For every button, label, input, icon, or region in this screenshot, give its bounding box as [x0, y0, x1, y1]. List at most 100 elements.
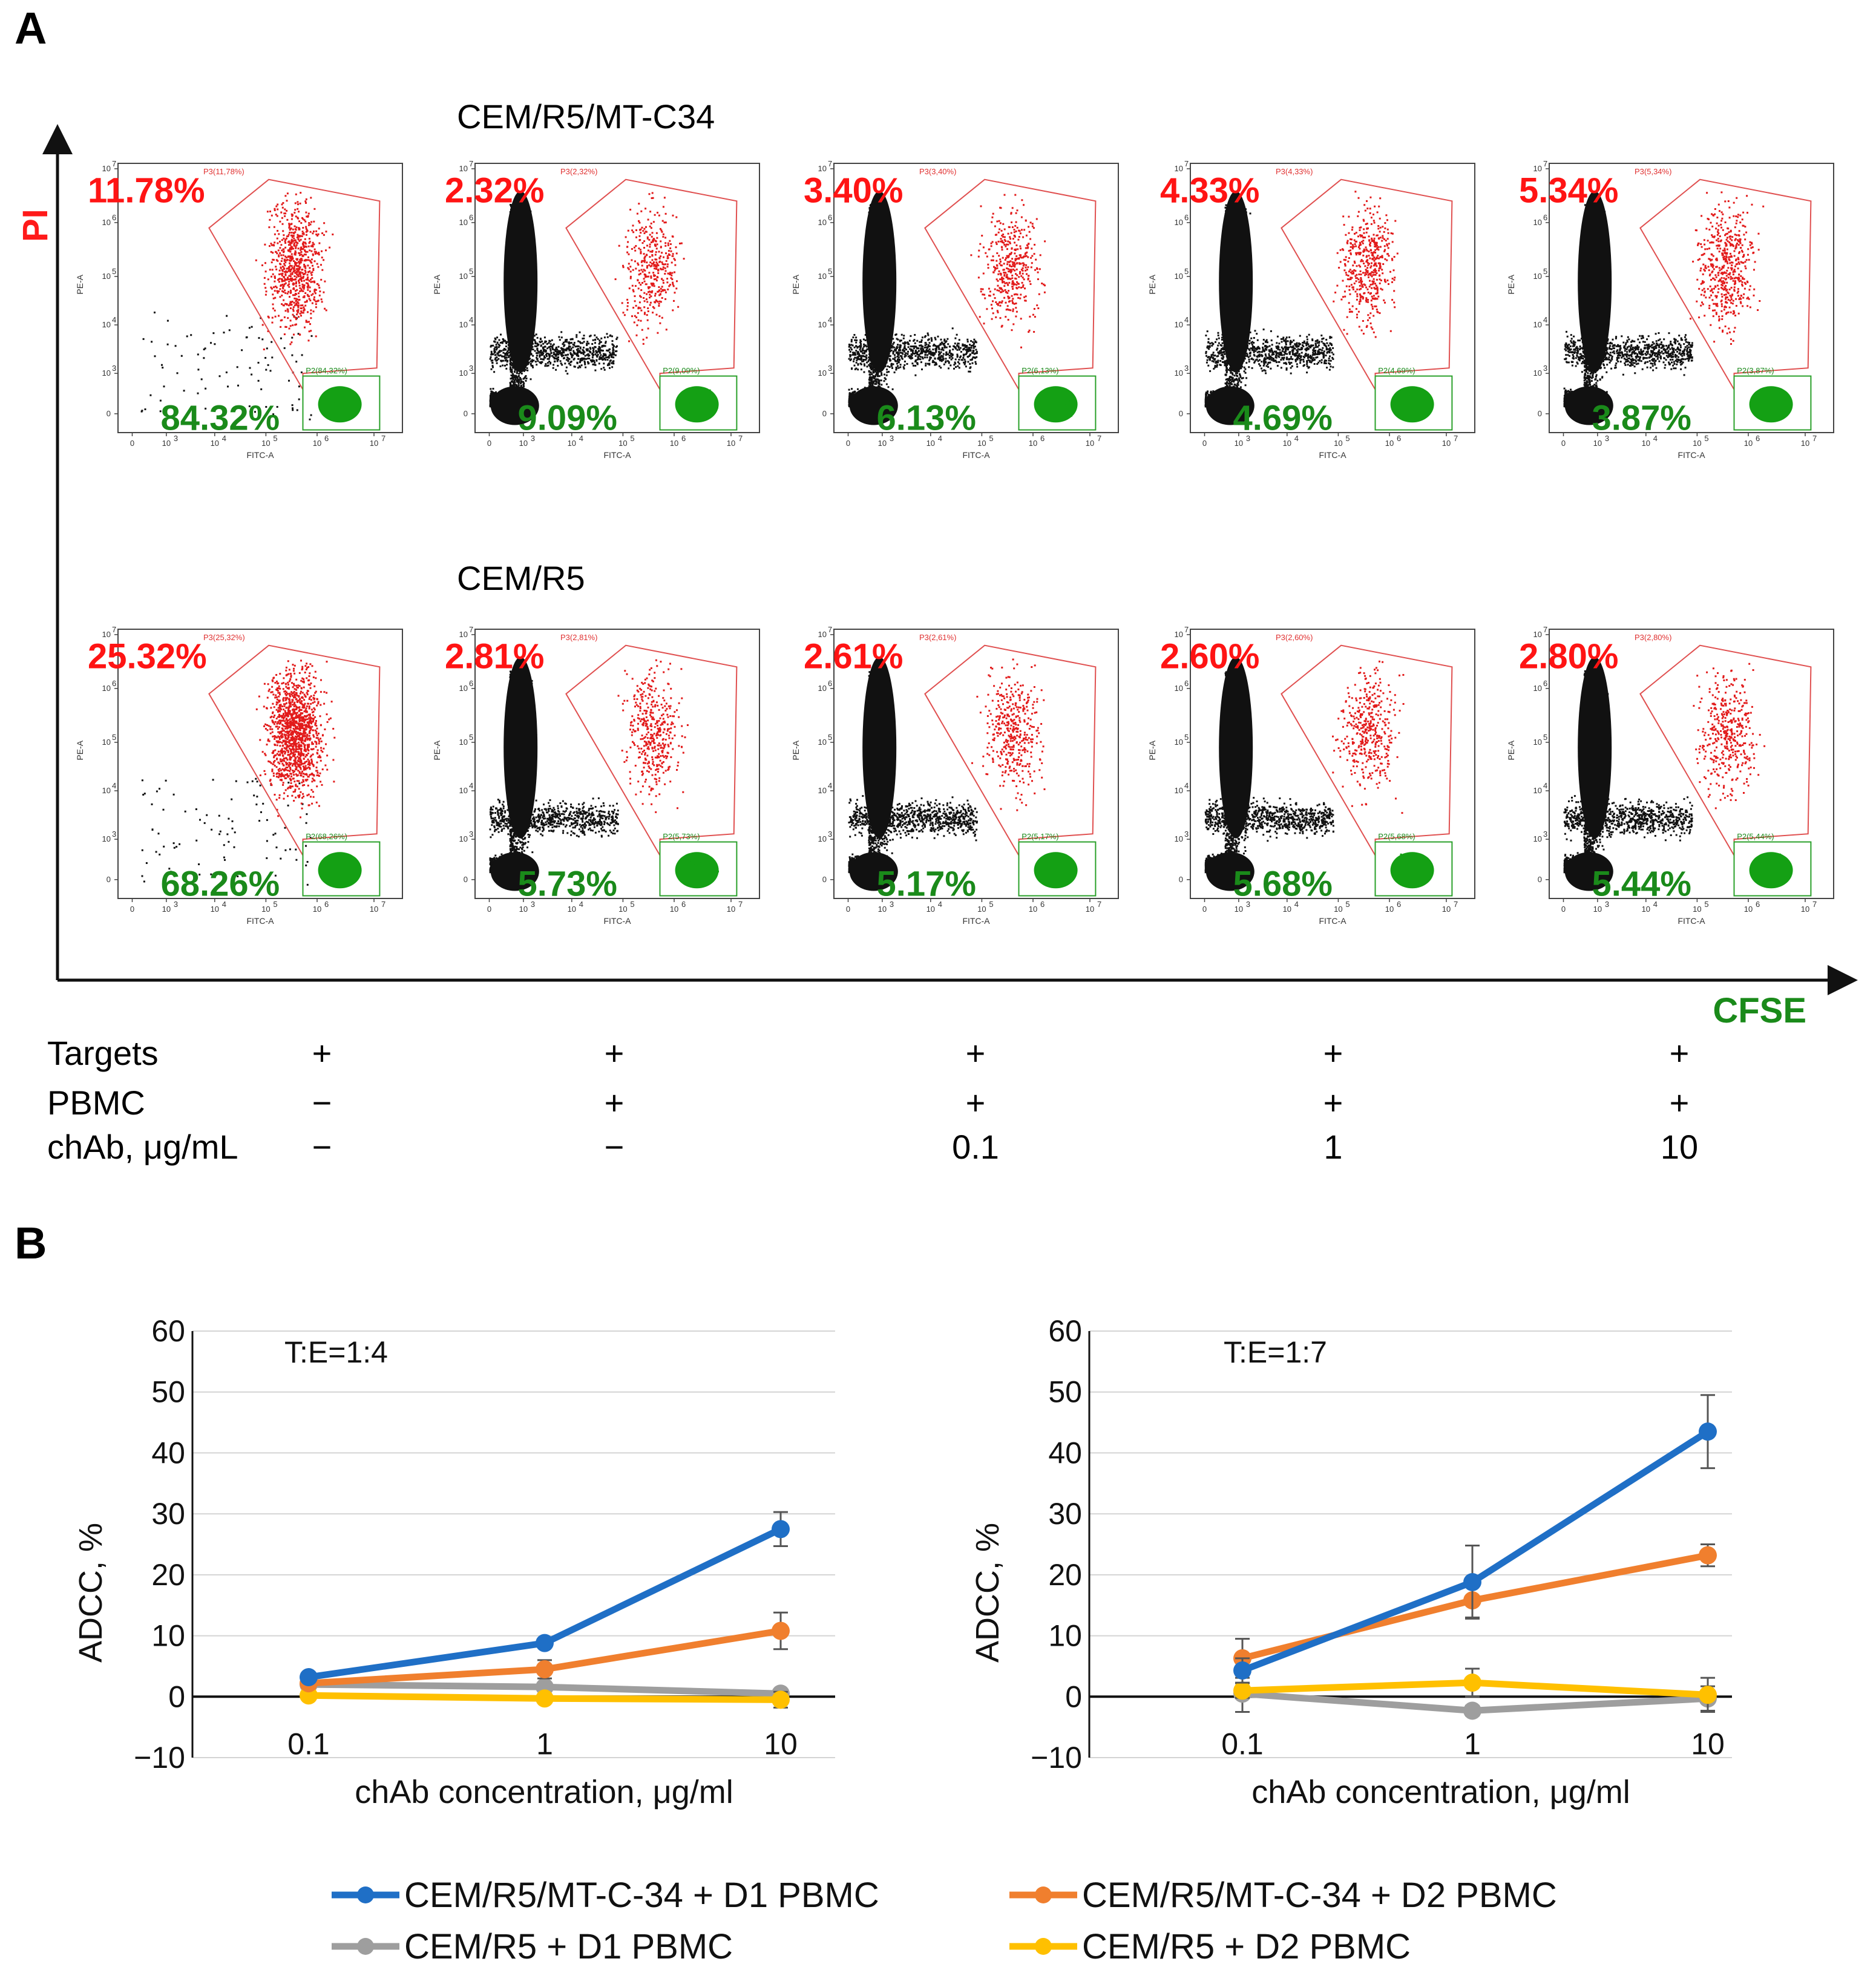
flow-x-tick-label: 10: [162, 905, 171, 914]
flow-y-tick-label: 10: [818, 272, 827, 281]
flow-x-tick-label: 0: [1561, 905, 1566, 914]
live-percent-label: 5.73%: [518, 865, 617, 904]
live-target-dots: [323, 855, 358, 885]
flow-y-axis-label: PE-A: [1147, 740, 1157, 760]
series-4: [1233, 1667, 1717, 1713]
flow-x-tick-exp: 5: [630, 434, 634, 443]
live-target-dots: [677, 852, 719, 886]
flow-y-tick-exp: 6: [112, 679, 116, 688]
dead-percent-label: 5.34%: [1519, 171, 1618, 211]
dead-percent-label: 25.32%: [88, 637, 207, 676]
p2-gate-label: P2(3,87%): [1737, 366, 1774, 375]
conditions-table: Targets PBMC chAb, μg/mL + − − + + − + +…: [47, 1034, 1698, 1166]
flow-dots: [140, 192, 362, 423]
flow-x-tick-exp: 7: [1454, 434, 1458, 443]
flow-x-tick-label: 10: [211, 905, 219, 914]
p2-gate: [1733, 841, 1812, 897]
flow-y-tick-label: 10: [459, 684, 468, 693]
y-tick-label: −10: [134, 1741, 185, 1775]
flow-y-tick-exp: 3: [1543, 829, 1547, 839]
cond-cell: +: [1670, 1034, 1690, 1072]
flow-y-axis-label: PE-A: [432, 740, 442, 760]
flow-y-tick-exp: 4: [1184, 315, 1189, 324]
dead-target-dots: [971, 658, 1046, 811]
series-2: [300, 1611, 790, 1693]
live-percent-label: 6.13%: [877, 399, 976, 438]
flow-x-tick-exp: 6: [1397, 434, 1401, 443]
flow-x-tick-exp: 5: [1704, 900, 1708, 909]
flow-x-tick-exp: 3: [531, 434, 535, 443]
flow-y-tick-label: 10: [1175, 834, 1183, 843]
flow-x-tick-exp: 5: [630, 900, 634, 909]
adcc-chart: −10 0 10 20 30 40 50 60 0.1 1 10 T:E=1:7 chAb concen…: [969, 1314, 1732, 1810]
flow-x-tick-exp: 4: [1653, 434, 1658, 443]
panel-label-b: B: [15, 1218, 47, 1268]
flow-y-tick-label: 10: [1533, 738, 1542, 747]
flow-y-tick-label: 0: [1538, 875, 1542, 884]
flow-y-tick-label: 10: [1175, 786, 1183, 795]
flow-y-tick-exp: 6: [828, 679, 832, 688]
flow-dots: [489, 656, 719, 891]
flow-x-tick-label: 0: [487, 905, 491, 914]
data-point: [1463, 1701, 1481, 1720]
flow-plot-frame: [1549, 163, 1834, 433]
flow-x-tick-exp: 4: [579, 434, 583, 443]
dead-percent-label: 2.80%: [1519, 637, 1618, 676]
adcc-chart: −10 0 10 20 30 40 50 60 0.1 1 10 T:E=1:4 chAb concen…: [73, 1314, 835, 1810]
flow-x-tick-exp: 5: [1345, 434, 1350, 443]
flow-y-tick-label: 10: [818, 218, 827, 227]
flow-y-tick-label: 10: [818, 834, 827, 843]
flow-y-tick-label: 10: [1533, 786, 1542, 795]
p3-gate-label: P3(2,80%): [1635, 633, 1671, 642]
flow-y-tick-exp: 7: [469, 625, 473, 634]
flow-x-tick-label: 10: [1442, 905, 1451, 914]
flow-plot-frame: [1190, 163, 1475, 433]
legend-label: CEM/R5 + D2 PBMC: [1082, 1927, 1411, 1966]
dead-target-dots: [1693, 663, 1766, 810]
flow-x-tick-label: 10: [1086, 905, 1094, 914]
data-point: [1463, 1674, 1481, 1692]
flow-y-tick-label: 10: [459, 368, 468, 378]
x-axis-title: chAb concentration, μg/ml: [355, 1774, 733, 1810]
flow-x-tick-exp: 3: [174, 900, 178, 909]
flow-x-tick-label: 10: [313, 439, 321, 448]
flow-y-tick-exp: 7: [1184, 625, 1189, 634]
flow-x-tick-exp: 3: [174, 434, 178, 443]
flow-x-tick-exp: 4: [1294, 900, 1299, 909]
dead-target-dots: [1333, 191, 1399, 338]
flow-y-tick-label: 10: [102, 164, 111, 173]
lymph-cluster: [1205, 852, 1254, 891]
flow-y-tick-exp: 7: [828, 625, 832, 634]
flow-y-tick-label: 10: [818, 164, 827, 173]
p2-gate-label: P2(5,73%): [663, 832, 700, 841]
flow-x-tick-exp: 4: [222, 900, 226, 909]
flow-y-tick-label: 10: [102, 368, 111, 378]
flow-plot: 0 1031041051061070103104105106107FITC-APE…: [1147, 159, 1475, 460]
flow-x-tick-exp: 6: [1040, 900, 1045, 909]
x-tick-label: 0.1: [1221, 1727, 1264, 1761]
cfse-axis-title: CFSE: [1713, 991, 1806, 1030]
flow-y-tick-label: 10: [1175, 218, 1183, 227]
flow-y-tick-label: 10: [1533, 684, 1542, 693]
flow-y-tick-label: 0: [1538, 409, 1542, 418]
flow-x-tick-exp: 4: [1294, 434, 1299, 443]
y-tick-label: 60: [1048, 1314, 1082, 1348]
live-percent-label: 9.09%: [518, 399, 617, 438]
flow-y-tick-label: 10: [818, 786, 827, 795]
y-tick-label: 30: [1048, 1497, 1082, 1531]
x-tick-label: 10: [764, 1727, 798, 1761]
live-target-dots: [680, 388, 718, 420]
cond-cell: 1: [1323, 1128, 1342, 1166]
dead-percent-label: 4.33%: [1160, 171, 1259, 211]
live-target-dots: [1757, 853, 1789, 886]
lymph-cluster: [1564, 386, 1613, 425]
data-point: [772, 1690, 790, 1709]
y-axis-title: ADCC, %: [73, 1523, 109, 1663]
p2-gate: [659, 375, 738, 431]
x-axis-title: chAb concentration, μg/ml: [1251, 1774, 1630, 1810]
legend-item: CEM/R5 + D1 PBMC: [332, 1927, 733, 1966]
flow-x-tick-label: 10: [1642, 439, 1650, 448]
flow-x-tick-label: 10: [670, 439, 678, 448]
data-point: [536, 1634, 554, 1652]
flow-y-tick-label: 10: [1533, 272, 1542, 281]
